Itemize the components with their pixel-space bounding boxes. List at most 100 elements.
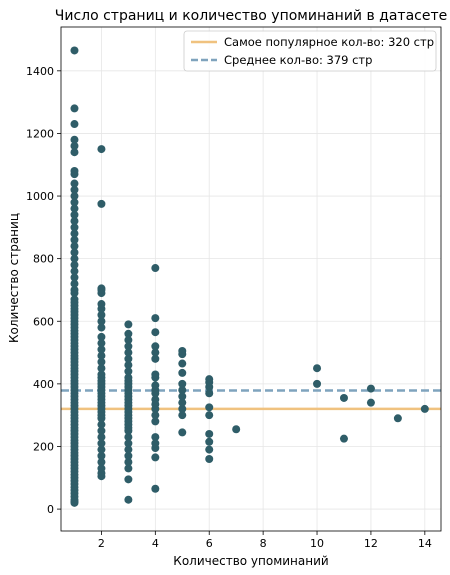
data-point — [366, 384, 375, 393]
data-point — [70, 210, 79, 219]
data-point — [205, 429, 214, 438]
data-point — [70, 46, 79, 55]
plot-frame — [60, 26, 442, 532]
data-point — [124, 495, 133, 504]
data-point — [97, 284, 106, 293]
x-axis-label: Количество упоминаний — [173, 554, 328, 568]
data-point — [151, 484, 160, 493]
data-point — [124, 475, 133, 484]
data-point — [420, 404, 429, 413]
data-point — [70, 235, 79, 244]
data-point — [97, 145, 106, 154]
data-point — [178, 398, 187, 407]
data-point — [97, 439, 106, 448]
data-point — [97, 433, 106, 442]
data-point — [97, 199, 106, 208]
reference-lines — [61, 389, 441, 411]
data-point — [70, 204, 79, 213]
data-point — [124, 373, 133, 382]
data-point — [232, 425, 241, 434]
data-point — [124, 458, 133, 467]
data-point — [178, 368, 187, 377]
data-point — [70, 254, 79, 263]
data-point — [151, 264, 160, 273]
data-point — [70, 267, 79, 276]
data-point — [70, 242, 79, 251]
data-point — [70, 229, 79, 238]
data-point — [124, 445, 133, 454]
legend-label-mean: Среднее кол-во: 379 стр — [224, 53, 372, 67]
x-tick-label: 14 — [418, 537, 432, 550]
y-tick-label: 1400 — [26, 65, 54, 78]
data-point — [124, 336, 133, 345]
data-point — [124, 361, 133, 370]
y-axis-label: Количество страниц — [7, 213, 21, 343]
data-point — [97, 464, 106, 473]
data-point — [97, 311, 106, 319]
data-point — [70, 217, 79, 226]
data-point — [70, 248, 79, 257]
data-point — [151, 381, 160, 390]
data-point — [70, 279, 79, 288]
data-point — [70, 104, 79, 113]
data-point — [393, 414, 402, 423]
data-point — [151, 328, 160, 337]
data-point — [97, 370, 106, 379]
data-point — [97, 317, 106, 326]
y-tick-label: 200 — [33, 440, 54, 453]
data-point — [178, 379, 187, 388]
data-point — [313, 379, 322, 388]
data-point — [339, 434, 348, 443]
x-tick-label: 4 — [152, 537, 159, 550]
data-point — [205, 445, 214, 454]
data-point — [70, 198, 79, 207]
data-point — [313, 364, 322, 373]
data-point — [70, 260, 79, 269]
data-point — [151, 453, 160, 462]
data-point — [97, 345, 106, 354]
data-point — [70, 179, 79, 188]
data-point — [151, 342, 160, 351]
x-tick-label: 12 — [364, 537, 378, 550]
data-point — [178, 347, 187, 355]
y-tick-label: 800 — [33, 253, 54, 266]
data-point — [97, 300, 106, 309]
data-point — [124, 354, 133, 363]
data-point — [366, 398, 375, 407]
data-point — [70, 167, 79, 175]
data-point — [70, 185, 79, 194]
x-tick-label: 10 — [310, 537, 324, 550]
data-point — [205, 389, 214, 398]
data-point — [124, 464, 133, 473]
legend: Самое популярное кол-во: 320 стр Среднее… — [183, 30, 437, 72]
data-point — [70, 295, 79, 304]
x-tick-label: 2 — [98, 537, 105, 550]
y-tick-label: 400 — [33, 378, 54, 391]
data-point — [97, 351, 106, 360]
data-point — [205, 403, 214, 412]
data-point — [70, 273, 79, 282]
x-axis-ticks: 2 4 6 8 10 12 14 — [98, 531, 432, 550]
legend-label-mode: Самое популярное кол-во: 320 стр — [224, 35, 434, 49]
data-point — [124, 342, 133, 351]
data-point — [151, 417, 160, 426]
grid — [61, 27, 441, 531]
data-point — [124, 320, 133, 329]
data-point — [97, 332, 106, 341]
y-tick-label: 1000 — [26, 190, 54, 203]
data-point — [70, 120, 79, 129]
data-point — [124, 367, 133, 376]
data-point — [151, 439, 160, 448]
data-point — [205, 411, 214, 420]
data-point — [151, 395, 160, 404]
legend-box — [183, 30, 437, 72]
y-tick-label: 600 — [33, 315, 54, 328]
data-point — [70, 148, 79, 157]
data-points — [70, 46, 429, 507]
data-point — [97, 451, 106, 460]
data-point — [97, 426, 106, 435]
data-point — [97, 420, 106, 429]
data-point — [97, 357, 106, 366]
data-point — [124, 451, 133, 460]
